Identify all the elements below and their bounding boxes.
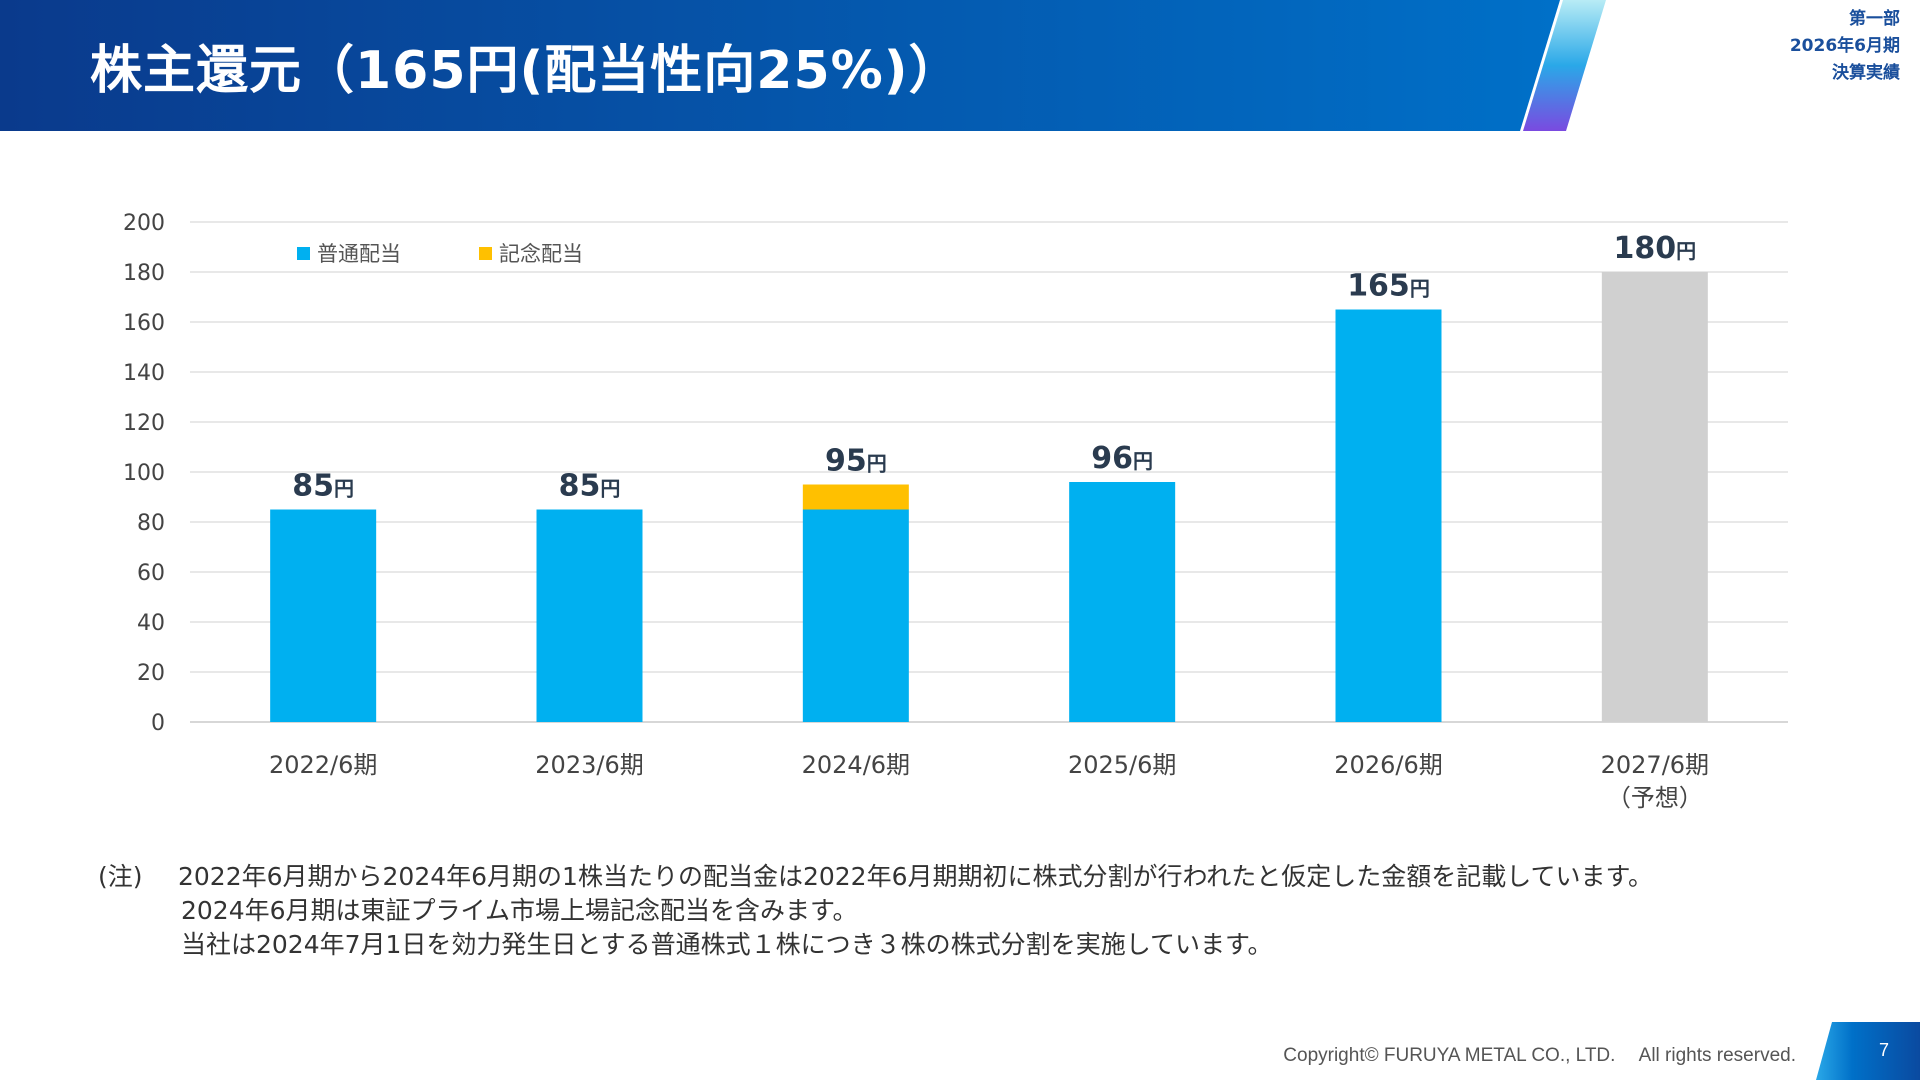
value-unit: 円: [600, 477, 620, 501]
category-label: 2025/6期: [1068, 751, 1176, 779]
note-prefix: (注): [98, 862, 143, 891]
value-unit: 円: [1676, 239, 1696, 263]
y-axis-ticks: 0 20 40 60 80 100 120 140 160 180 200: [123, 211, 165, 736]
page-number-badge: [1816, 1022, 1920, 1080]
page-title: 株主還元（165円(配当性向25%)）: [90, 41, 962, 101]
value-label: 85円: [292, 469, 354, 504]
value-label: 96円: [1091, 441, 1153, 476]
y-tick-label: 100: [123, 461, 165, 486]
category-label: 2024/6期: [802, 751, 910, 779]
copyright: Copyright© FURUYA METAL CO., LTD. All ri…: [1283, 1045, 1796, 1066]
note-text-1: 2022年6月期から2024年6月期の1株当たりの配当金は2022年6月期期初に…: [178, 862, 1653, 891]
y-tick-label: 60: [137, 561, 165, 586]
bar-普通配当-4: [1335, 309, 1442, 722]
legend-label: 普通配当: [317, 242, 401, 266]
value-number: 85: [292, 469, 334, 504]
value-unit: 円: [1410, 277, 1430, 301]
value-number: 95: [825, 444, 867, 479]
value-unit: 円: [334, 477, 354, 501]
bar-forecast-5: [1601, 272, 1708, 722]
category-label: 2022/6期: [269, 751, 377, 779]
bar-普通配当-3: [1069, 482, 1176, 722]
report-label: 決算実績: [1832, 63, 1900, 83]
value-label: 180円: [1614, 231, 1697, 266]
bar-普通配当-2: [802, 509, 909, 722]
period-label: 2026年6月期: [1789, 36, 1900, 56]
value-number: 165: [1347, 269, 1410, 304]
bars: [270, 272, 1708, 722]
header-background: [0, 0, 1606, 131]
note-line-1: (注) 2022年6月期から2024年6月期の1株当たりの配当金は2022年6月期…: [98, 860, 1653, 894]
category-sublabel: （予想）: [1607, 784, 1703, 812]
header-main-shape: [0, 0, 1560, 131]
y-tick-label: 20: [137, 661, 165, 686]
category-label: 2027/6期: [1601, 751, 1709, 779]
y-tick-label: 200: [123, 211, 165, 236]
grid-lines: [190, 221, 1788, 723]
value-label: 95円: [825, 444, 887, 479]
value-number: 85: [559, 469, 601, 504]
category-label: 2023/6期: [535, 751, 643, 779]
bar-普通配当-1: [536, 509, 643, 722]
bar-記念配当-2: [802, 484, 909, 510]
header-accent-stripe: [1523, 0, 1606, 131]
note-line-3: 当社は2024年7月1日を効力発生日とする普通株式１株につき３株の株式分割を実施…: [181, 930, 1273, 959]
legend-swatch: [297, 247, 310, 260]
category-labels: 2022/6期 2023/6期 2024/6期 2025/6期 2026/6期 2027/…: [269, 751, 1709, 812]
header-band: 株主還元（165円(配当性向25%)）: [0, 0, 1920, 131]
y-tick-label: 120: [123, 411, 165, 436]
category-label: 2026/6期: [1334, 751, 1442, 779]
bar-普通配当-0: [270, 509, 377, 722]
notes: (注) 2022年6月期から2024年6月期の1株当たりの配当金は2022年6月期…: [98, 860, 1653, 962]
corner-label: 第一部 2026年6月期 決算実績: [1790, 6, 1900, 87]
value-unit: 円: [1133, 449, 1153, 473]
y-tick-label: 160: [123, 311, 165, 336]
y-tick-label: 80: [137, 511, 165, 536]
section-label: 第一部: [1849, 9, 1900, 29]
y-tick-label: 180: [123, 261, 165, 286]
legend-label: 記念配当: [499, 242, 583, 266]
value-number: 180: [1614, 231, 1677, 266]
legend-swatch: [479, 247, 492, 260]
page-number: 7: [1878, 1040, 1889, 1060]
value-label: 85円: [559, 469, 621, 504]
note-line-2: 2024年6月期は東証プライム市場上場記念配当を含みます。: [181, 896, 858, 925]
value-label: 165円: [1347, 269, 1430, 304]
y-tick-label: 140: [123, 361, 165, 386]
legend: 普通配当 記念配当: [297, 242, 583, 266]
value-number: 96: [1091, 441, 1133, 476]
value-unit: 円: [867, 452, 887, 476]
y-tick-label: 0: [151, 711, 165, 736]
y-tick-label: 40: [137, 611, 165, 636]
